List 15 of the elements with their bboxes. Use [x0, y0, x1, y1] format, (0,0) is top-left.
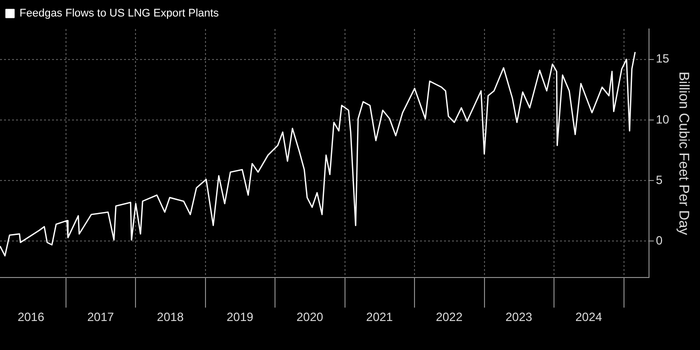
x-tick-label: 2022	[436, 310, 463, 324]
y-tick-label: 0	[656, 234, 663, 248]
x-tick-label: 2016	[18, 310, 45, 324]
x-tick-label: 2018	[156, 310, 184, 324]
legend-label: Feedgas Flows to US LNG Export Plants	[20, 8, 220, 20]
y-tick-label: 10	[656, 112, 670, 126]
x-tick-label: 2017	[87, 310, 114, 324]
y-tick-label: 15	[656, 52, 670, 66]
x-tick-label: 2020	[296, 310, 324, 324]
y-axis-title: Billion Cubic Feet Per Day	[676, 72, 693, 236]
x-tick-label: 2021	[366, 310, 394, 324]
x-tick-label: 2024	[575, 310, 602, 324]
x-tick-label: 2019	[226, 310, 254, 324]
y-tick-label: 5	[656, 172, 663, 187]
x-tick-label: 2023	[506, 310, 533, 324]
